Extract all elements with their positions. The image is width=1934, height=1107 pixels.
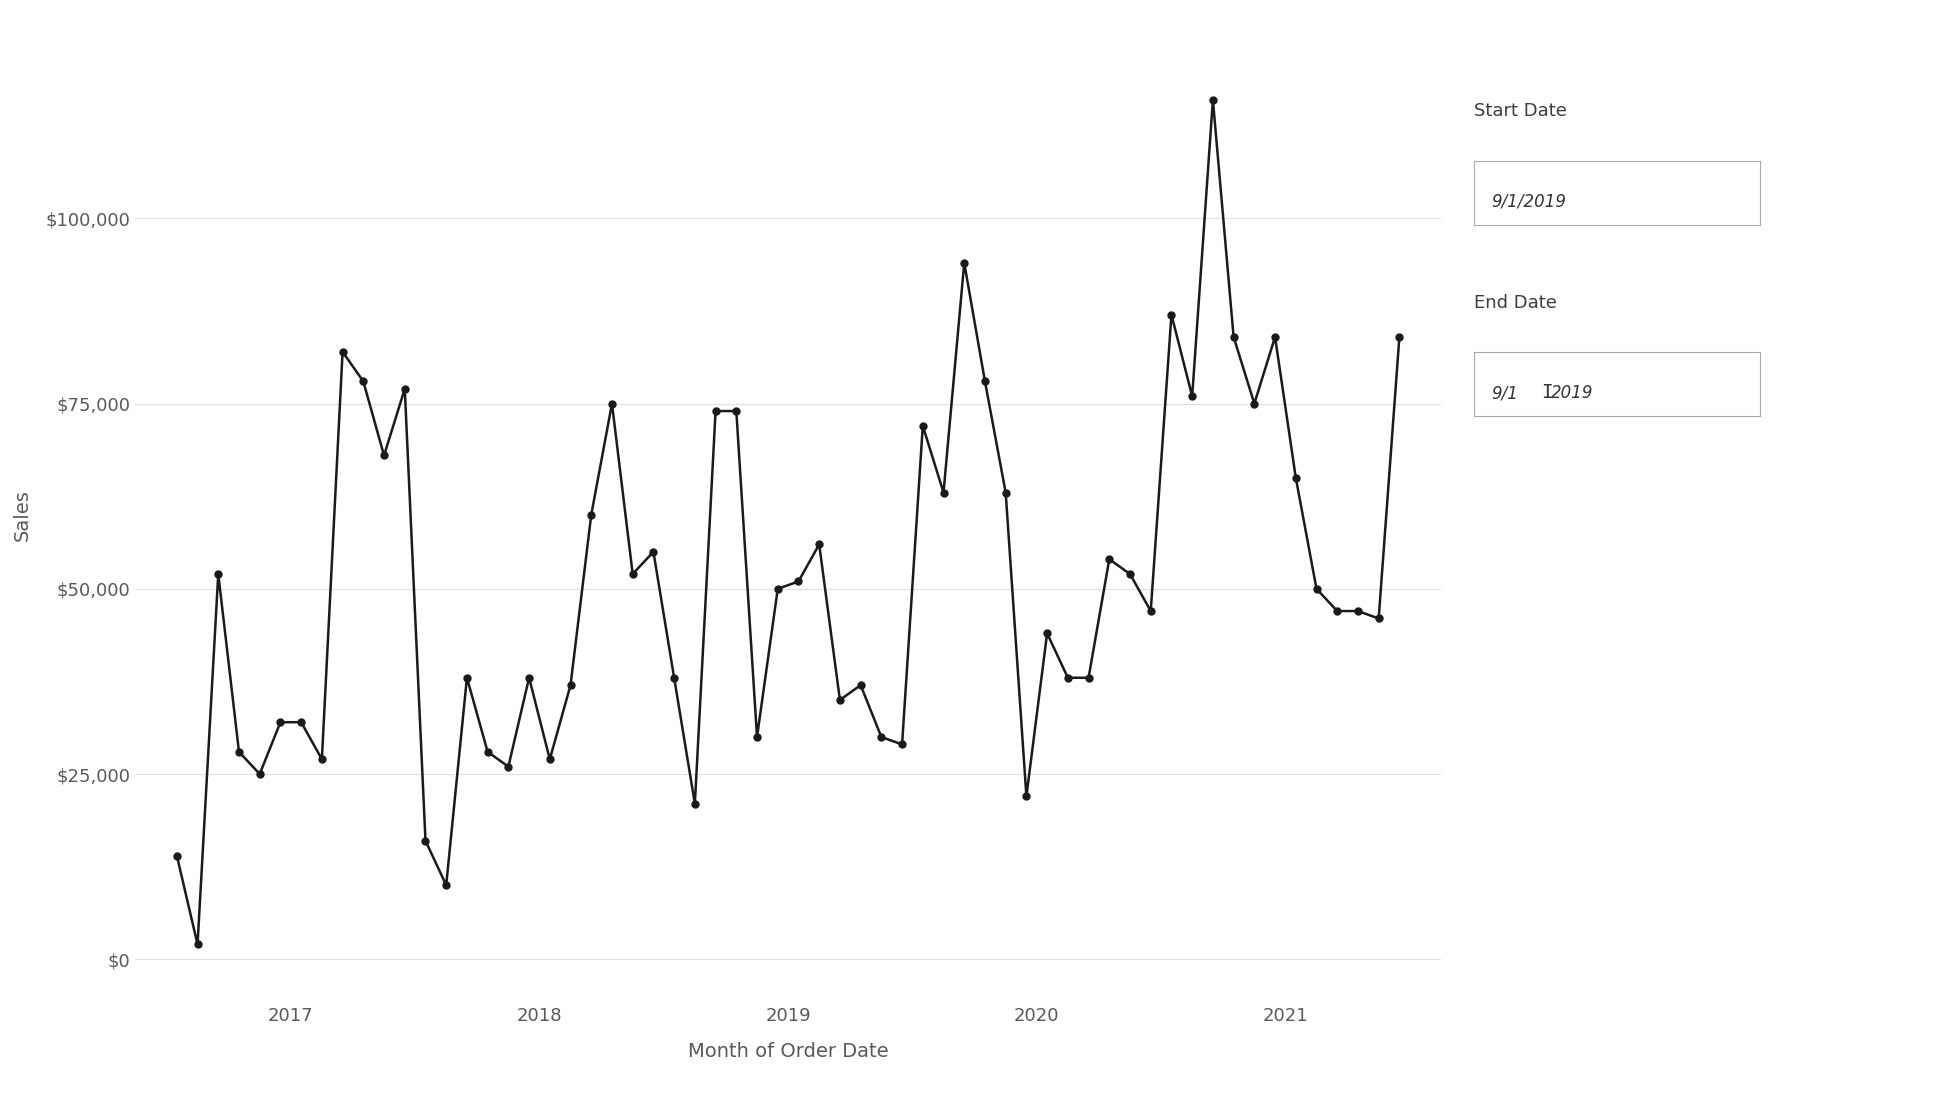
Y-axis label: Sales: Sales	[14, 489, 31, 540]
X-axis label: Month of Order Date: Month of Order Date	[689, 1042, 888, 1062]
Text: 9/1: 9/1	[1491, 384, 1518, 402]
Text: 9/1/2019: 9/1/2019	[1491, 193, 1567, 210]
Text: I: I	[1541, 383, 1553, 402]
Text: 2019: 2019	[1551, 384, 1594, 402]
Text: End Date: End Date	[1474, 293, 1557, 312]
Text: Start Date: Start Date	[1474, 102, 1567, 121]
